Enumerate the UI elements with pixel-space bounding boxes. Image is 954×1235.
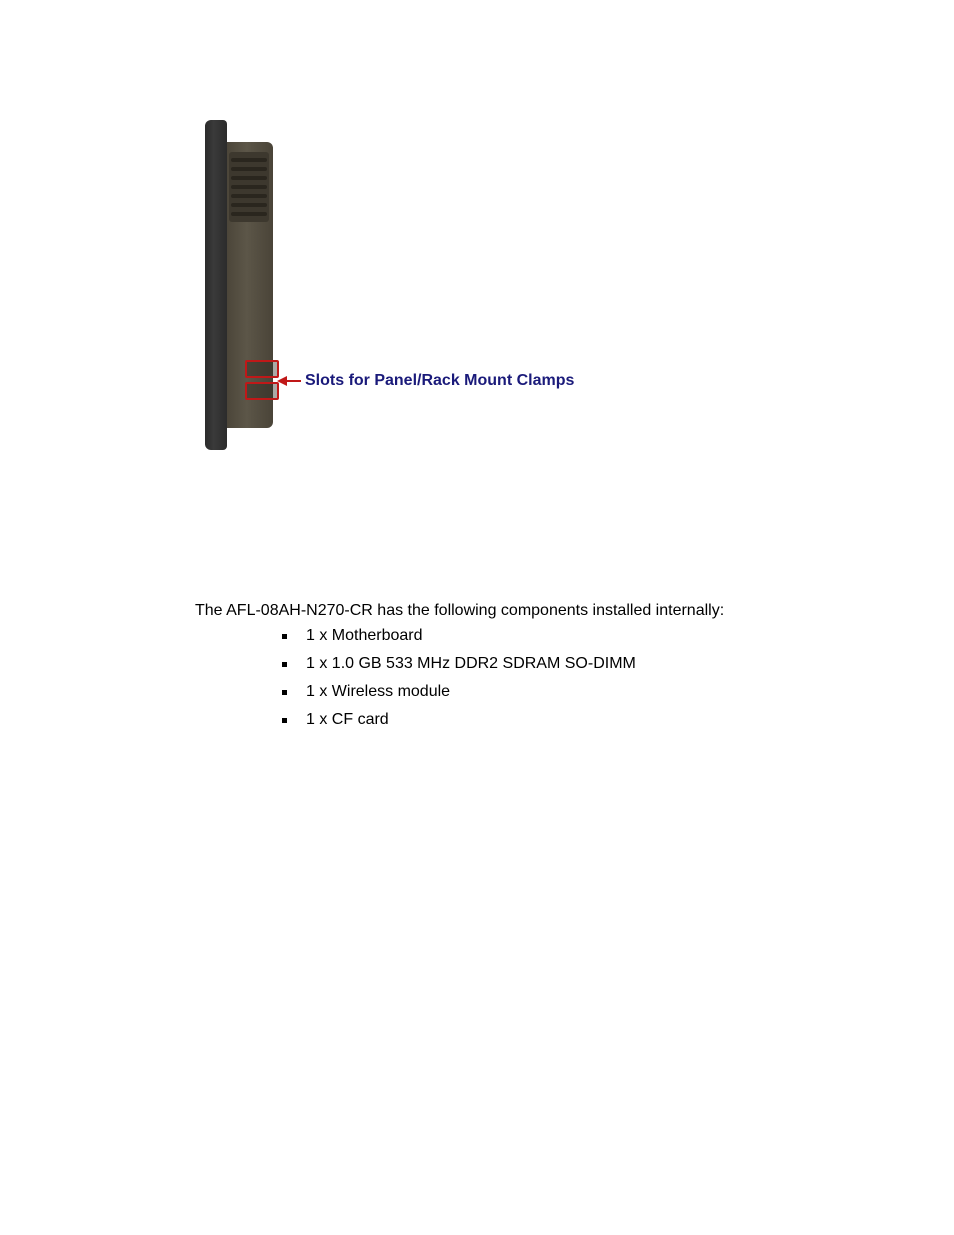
vent-line — [231, 185, 267, 189]
list-item: 1 x Motherboard — [260, 622, 636, 650]
list-item: 1 x 1.0 GB 533 MHz DDR2 SDRAM SO-DIMM — [260, 650, 636, 678]
mount-slot-highlight — [245, 360, 279, 378]
side-view-figure: Slots for Panel/Rack Mount Clamps — [195, 120, 755, 450]
component-list: 1 x Motherboard 1 x 1.0 GB 533 MHz DDR2 … — [260, 622, 636, 734]
vent-line — [231, 167, 267, 171]
page: Slots for Panel/Rack Mount Clamps The AF… — [0, 0, 954, 1235]
device-front-bezel — [205, 120, 227, 450]
mount-slot-highlight — [245, 382, 279, 400]
list-item: 1 x Wireless module — [260, 678, 636, 706]
list-item: 1 x CF card — [260, 706, 636, 734]
device-side-view — [205, 120, 275, 450]
vent-line — [231, 158, 267, 162]
intro-paragraph: The AFL-08AH-N270-CR has the following c… — [195, 598, 724, 624]
callout-label: Slots for Panel/Rack Mount Clamps — [305, 372, 574, 390]
callout-arrow — [287, 380, 301, 382]
vent-line — [231, 176, 267, 180]
arrow-head-icon — [277, 376, 287, 386]
vent-line — [231, 212, 267, 216]
vent-line — [231, 194, 267, 198]
vent-line — [231, 203, 267, 207]
